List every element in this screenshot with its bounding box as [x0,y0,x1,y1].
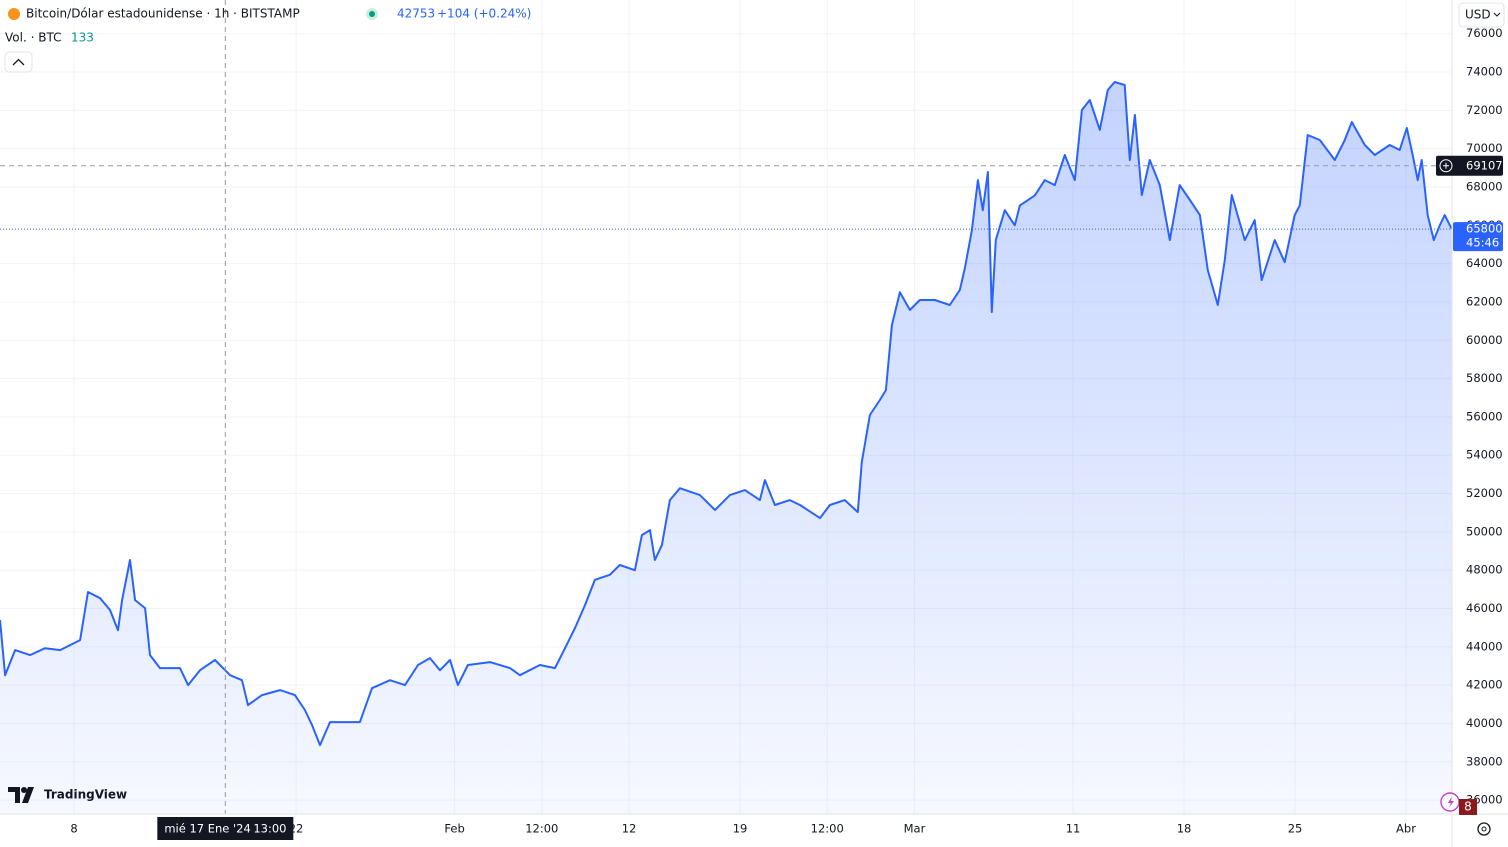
crosshair-x-label: mié 17 Ene '24 [164,822,251,836]
countdown: 45:46 [1466,236,1499,250]
brand: TradingView [44,788,127,802]
crosshair-x-box [157,817,294,840]
y-tick-label: 74000 [1466,65,1503,79]
currency: USD [1465,8,1491,22]
volume-value: 133 [71,31,94,45]
currency-button[interactable] [1458,2,1505,28]
y-tick-label: 50000 [1466,524,1503,538]
y-tick-label: 44000 [1466,639,1503,653]
y-tick-label: 68000 [1466,179,1503,193]
x-tick-label: 12 [622,822,637,836]
x-tick-label: 25 [1288,822,1303,836]
axes: 3600038000400004200044000460004800050000… [70,26,1503,840]
y-tick-label: 52000 [1466,486,1503,500]
x-tick-label: Mar [904,822,926,836]
crosshair-y-box [1436,155,1503,176]
logo-icon [21,787,27,793]
y-tick-label: 72000 [1466,103,1503,117]
y-tick-label: 40000 [1466,716,1503,730]
x-tick-label: 18 [1177,822,1192,836]
y-tick-label: 62000 [1466,294,1503,308]
price-line [0,81,1452,747]
volume-label: Vol. · BTC [5,31,61,45]
currency-caret [1493,12,1501,17]
x-tick-label: 11 [1066,822,1081,836]
collapse-icon [12,58,25,66]
status-dot [369,11,375,17]
y-tick-label: 60000 [1466,333,1503,347]
y-tick-label: 48000 [1466,563,1503,577]
y-tick-label: 64000 [1466,256,1503,270]
y-tick-label: 46000 [1466,601,1503,615]
coin-icon [8,8,20,20]
add-alert-icon [1439,159,1453,173]
last-price-box [1453,222,1503,252]
y-tick-label: 76000 [1466,26,1503,40]
price-change: +104 (+0.24%) [437,7,531,21]
y-tick-label: 58000 [1466,371,1503,385]
x-tick-label: Abr [1396,822,1416,836]
area-fill [0,82,1452,814]
x-tick-label: 8 [70,822,77,836]
alert-bolt [1448,796,1454,808]
y-tick-label: 70000 [1466,141,1503,155]
x-tick-label: Feb [444,822,464,836]
x-tick-label: 12:00 [811,822,844,836]
last-price-label: 65800 [1466,222,1503,236]
collapse-button[interactable] [4,51,33,73]
y-tick-label: 38000 [1466,754,1503,768]
x-tick-label: 19 [733,822,748,836]
badge-count: 8 [1464,800,1472,814]
symbol-title: Bitcoin/Dólar estadounidense · 1h · BITS… [26,7,300,21]
badge [1459,799,1477,815]
crosshair-time-label: 13:00 [253,822,286,836]
price: 42753 [397,7,435,21]
y-tick-label: 42000 [1466,678,1503,692]
y-tick-label: 56000 [1466,409,1503,423]
crosshair-y-label: 69107 [1466,158,1503,172]
x-tick-label: 12:00 [525,822,558,836]
plot [0,0,1452,814]
add-alert-plus [1443,162,1449,169]
logo-icon [8,787,34,803]
y-tick-label: 54000 [1466,448,1503,462]
settings-icon[interactable] [1477,822,1491,836]
settings-icon-core [1481,826,1487,832]
